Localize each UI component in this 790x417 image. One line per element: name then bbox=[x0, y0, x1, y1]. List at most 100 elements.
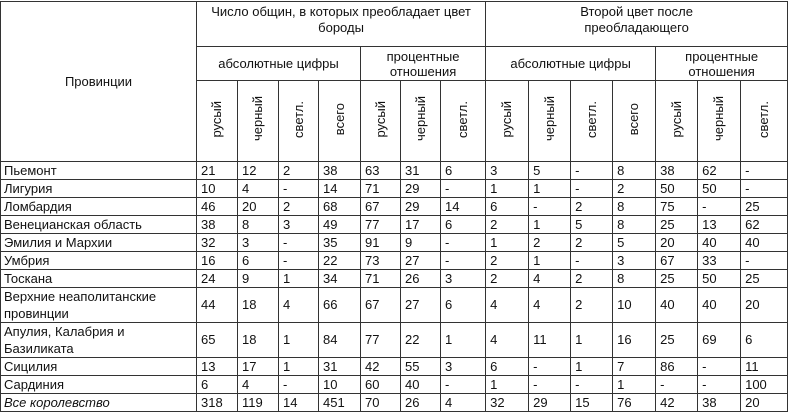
table-cell-text: - bbox=[445, 234, 450, 250]
column-header-text: русый bbox=[209, 100, 224, 138]
table-cell-text: 17 bbox=[405, 216, 420, 232]
table-cell: 5 bbox=[612, 233, 657, 252]
table-cell: 2 bbox=[485, 269, 530, 288]
table-cell: 22 bbox=[318, 251, 361, 270]
table-cell: - bbox=[570, 161, 614, 180]
table-cell: 32 bbox=[485, 393, 530, 412]
table-cell: - bbox=[570, 179, 614, 198]
table-cell: 27 bbox=[400, 251, 441, 270]
table-cell-text: 3 bbox=[445, 358, 453, 374]
table-cell: 8 bbox=[612, 197, 657, 216]
group-header-text: Второй цвет после преобладающего bbox=[580, 4, 694, 35]
table-cell: 73 bbox=[360, 251, 401, 270]
table-cell: - bbox=[697, 375, 742, 394]
table-cell-text: 14 bbox=[445, 198, 460, 214]
table-cell-text: - bbox=[445, 180, 450, 196]
table-cell-text: 77 bbox=[365, 332, 380, 347]
table-cell-text: 33 bbox=[702, 252, 717, 268]
table-cell: 1 bbox=[570, 322, 614, 358]
table-cell-text: 1 bbox=[533, 180, 541, 196]
header-row: русый черный светл. всего русый черный светл. р… bbox=[1, 80, 789, 162]
table-cell: 38 bbox=[655, 161, 699, 180]
table-cell: 32 bbox=[196, 233, 238, 252]
province-name: Пьемонт bbox=[0, 161, 197, 180]
table-cell: 31 bbox=[318, 357, 361, 376]
province-name-text: Апулия, Калабрия и Базиликата bbox=[4, 324, 125, 356]
table-cell: - bbox=[528, 357, 572, 376]
table-cell: 20 bbox=[655, 233, 699, 252]
table-cell-text: 14 bbox=[283, 394, 298, 410]
table-cell-text: 18 bbox=[242, 332, 257, 347]
table-cell-text: 38 bbox=[660, 162, 675, 178]
table-cell: 38 bbox=[697, 393, 742, 412]
column-header: светл. bbox=[740, 80, 789, 162]
table-cell: 7 bbox=[612, 357, 657, 376]
table-cell-text: 66 bbox=[323, 297, 338, 312]
table-cell: 6 bbox=[485, 197, 530, 216]
table-cell: 50 bbox=[697, 269, 742, 288]
table-cell: 4 bbox=[439, 393, 487, 412]
table-cell-text: 68 bbox=[323, 198, 338, 214]
table-cell: 77 bbox=[360, 322, 401, 358]
table-cell: 2 bbox=[485, 215, 530, 234]
table-cell-text: 15 bbox=[575, 394, 590, 410]
table-cell: 10 bbox=[612, 287, 657, 323]
table-cell-text: 2 bbox=[490, 252, 498, 268]
table-cell-text: 2 bbox=[617, 180, 625, 196]
table-cell-text: 6 bbox=[445, 297, 453, 312]
table-cell-text: 25 bbox=[745, 198, 760, 214]
table-cell: 1 bbox=[485, 179, 530, 198]
column-header-text: светл. bbox=[756, 100, 772, 138]
subgroup-header-text: абсолютные цифры bbox=[510, 56, 631, 71]
table-cell-text: 40 bbox=[405, 376, 420, 392]
table-cell: 25 bbox=[740, 269, 789, 288]
table-cell-text: 8 bbox=[617, 270, 625, 286]
header-row: абсолютные цифры процентные отношения абсо… bbox=[1, 46, 789, 81]
column-header-text: черный bbox=[541, 96, 557, 142]
province-name-text: Все королевство bbox=[4, 395, 110, 410]
table-cell-text: 9 bbox=[242, 270, 250, 286]
table-cell: 29 bbox=[400, 197, 441, 216]
table-cell-text: 20 bbox=[660, 234, 675, 250]
table-cell: 4 bbox=[278, 287, 319, 323]
table-cell-text: 55 bbox=[405, 358, 420, 374]
table-row: Сардиния 6 4 - 10 60 40 - 1 - - 1 - - 100 bbox=[0, 375, 789, 394]
table-cell: 14 bbox=[278, 393, 319, 412]
table-cell-text: 69 bbox=[702, 332, 717, 347]
table-cell-text: 76 bbox=[617, 394, 632, 410]
table-cell-text: 77 bbox=[365, 216, 380, 232]
table-cell: 33 bbox=[697, 251, 742, 270]
table-cell-text: 8 bbox=[617, 162, 625, 178]
subgroup-header: процентные отношения bbox=[359, 46, 487, 81]
table-cell-text: 46 bbox=[201, 198, 216, 214]
table-cell-text: 6 bbox=[490, 198, 498, 214]
table-cell: 2 bbox=[278, 161, 319, 180]
table-cell: - bbox=[528, 197, 572, 216]
table-cell-text: 21 bbox=[201, 162, 216, 178]
table-cell: 10 bbox=[318, 375, 361, 394]
table-cell: 20 bbox=[740, 287, 789, 323]
province-name: Венецианская область bbox=[0, 215, 197, 234]
table-cell-text: 40 bbox=[745, 234, 760, 250]
province-name-text: Тоскана bbox=[4, 271, 53, 286]
table-cell-text: 25 bbox=[660, 270, 675, 286]
table-cell: - bbox=[528, 375, 572, 394]
table-cell-text: 31 bbox=[323, 358, 338, 374]
table-cell: 42 bbox=[360, 357, 401, 376]
table-cell-text: 11 bbox=[533, 332, 547, 347]
table-cell: - bbox=[570, 375, 614, 394]
table-cell: 1 bbox=[528, 251, 572, 270]
table-cell: - bbox=[697, 357, 742, 376]
table-cell-text: 1 bbox=[533, 252, 541, 268]
table-cell-text: 71 bbox=[365, 270, 380, 286]
table-cell: 25 bbox=[740, 197, 789, 216]
table-cell-text: 11 bbox=[745, 358, 759, 374]
table-cell: 2 bbox=[570, 269, 614, 288]
province-name-text: Пьемонт bbox=[4, 163, 57, 178]
table-cell-text: 6 bbox=[490, 358, 498, 374]
province-name: Сардиния bbox=[0, 375, 197, 394]
table-cell: - bbox=[439, 233, 487, 252]
table-cell-text: 1 bbox=[283, 270, 291, 286]
table-cell: 1 bbox=[485, 233, 530, 252]
